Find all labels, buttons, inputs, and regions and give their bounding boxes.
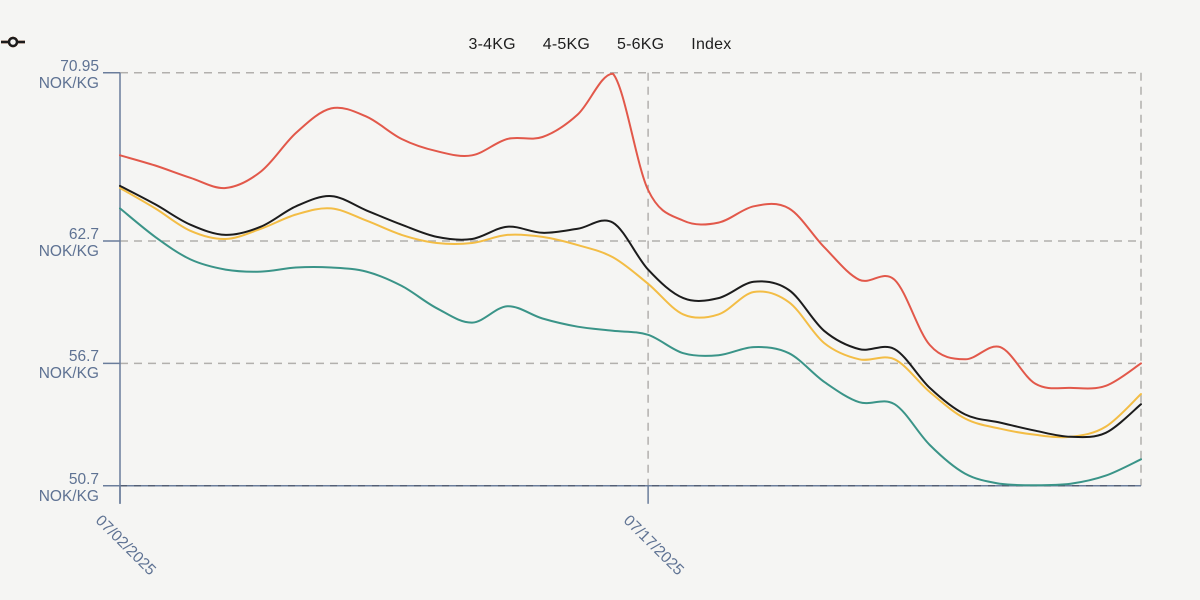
legend-item-label: 4-5KG [542, 36, 591, 53]
y-tick-value: 50.7 [68, 470, 99, 488]
y-tick-label-50-7: 50.7 NOK/KG [15, 471, 99, 505]
series-line-4-5kg [119, 187, 1142, 439]
y-tick-label-62-7: 62.7 NOK/KG [15, 226, 99, 260]
y-tick-unit: NOK/KG [38, 74, 99, 92]
y-tick-value: 70.95 [60, 57, 99, 75]
legend-item-3-4kg[interactable]: 3-4KG [1, 36, 516, 54]
legend-item-label: 5-6KG [617, 36, 665, 53]
legend-item-label: 3-4KG [468, 36, 516, 53]
y-tick-label-56-7: 56.7 NOK/KG [15, 348, 99, 382]
y-tick-label-70-95: 70.95 NOK/KG [15, 58, 99, 92]
y-tick-unit: NOK/KG [38, 365, 99, 383]
legend-item-index[interactable]: Index [1, 36, 732, 54]
series-line-index [119, 184, 1142, 439]
series-line-5-6kg [119, 72, 1142, 390]
legend-item-label: Index [691, 36, 732, 53]
y-tick-value: 62.7 [68, 226, 99, 243]
y-tick-unit: NOK/KG [38, 243, 99, 260]
series-line-3-4kg [119, 207, 1142, 487]
y-tick-unit: NOK/KG [38, 487, 99, 505]
chart-legend: 3-4KG 4-5KG 5-6KG Index [0, 36, 1200, 54]
legend-item-5-6kg[interactable]: 5-6KG [1, 36, 665, 54]
legend-item-4-5kg[interactable]: 4-5KG [1, 36, 591, 54]
legend-marker-icon [1, 36, 25, 48]
y-tick-value: 56.7 [68, 348, 99, 366]
